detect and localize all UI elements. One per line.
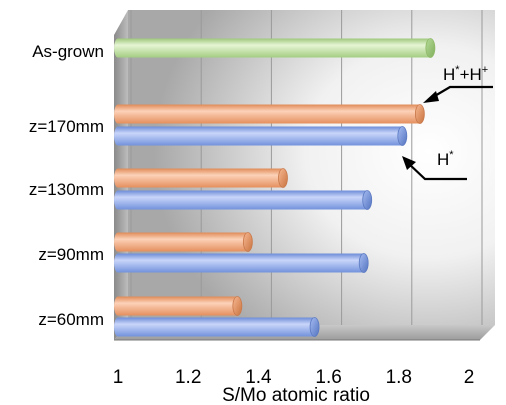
bar-body [118, 253, 364, 273]
annotation-orange: H*+H+ [423, 64, 493, 103]
category-label-z90: z=90mm [38, 245, 104, 264]
bar-blue-z170 [114, 126, 408, 146]
annotation-arrowhead [402, 156, 416, 170]
bar-start-cap [114, 104, 122, 124]
bar-start-cap [114, 253, 122, 273]
bar-body [118, 104, 420, 124]
bar-body [118, 126, 403, 146]
bar-orange-z90 [114, 232, 253, 252]
bar-start-cap [114, 168, 122, 188]
bar-end-cap [358, 253, 369, 273]
bar-start-cap [114, 126, 122, 146]
annotation-label-h-star: H* [437, 149, 454, 169]
annotation-arrow-line [407, 162, 467, 181]
x-tick-label: 1.6 [315, 367, 341, 388]
bar-body [118, 38, 431, 58]
bar-body [118, 232, 248, 252]
x-tick-label: 1 [113, 367, 124, 388]
bar-blue-z90 [114, 253, 369, 273]
bar-end-cap [397, 126, 408, 146]
category-label-as-grown: As-grown [32, 42, 104, 61]
x-axis-title: S/Mo atomic ratio [222, 385, 370, 405]
bar-end-cap [309, 317, 320, 337]
bar-end-cap [242, 232, 253, 252]
bar-end-cap [232, 296, 243, 316]
bar-green-as-grown [114, 38, 436, 58]
x-tick-label: 2 [464, 367, 475, 388]
bar-end-cap [278, 168, 288, 188]
category-label-z130: z=130mm [29, 180, 104, 199]
bar-body [118, 168, 283, 188]
bar-start-cap [114, 38, 122, 58]
category-label-z60: z=60mm [38, 310, 104, 329]
bar-blue-z60 [114, 317, 320, 337]
bars [114, 38, 436, 337]
bar-end-cap [362, 190, 373, 210]
bar-start-cap [114, 317, 122, 337]
bar-blue-z130 [114, 190, 373, 210]
bar-body [118, 190, 368, 210]
annotation-arrowhead [423, 91, 439, 103]
bar-start-cap [114, 232, 122, 252]
bar-start-cap [114, 190, 122, 210]
bar-body [118, 317, 315, 337]
category-label-z170: z=170mm [29, 117, 104, 136]
bar-body [118, 296, 238, 316]
x-axis-tick-labels: 1 1.2 1.4 1.6 1.8 2 [113, 367, 475, 388]
x-tick-label: 1.4 [245, 367, 272, 388]
bar-orange-z60 [114, 296, 243, 316]
bar-end-cap [425, 38, 436, 58]
bar-end-cap [414, 104, 425, 124]
x-tick-label: 1.2 [175, 367, 201, 388]
y-axis-labels: As-grown z=170mm z=130mm z=90mm z=60mm [29, 42, 104, 329]
annotation-blue: H* [402, 149, 467, 181]
bar-orange-z170 [114, 104, 425, 124]
bar-orange-z130 [114, 168, 288, 188]
x-tick-label: 1.8 [386, 367, 412, 388]
annotation-label-h-star-plus-h-plus: H*+H+ [443, 64, 488, 84]
bar-start-cap [114, 296, 122, 316]
